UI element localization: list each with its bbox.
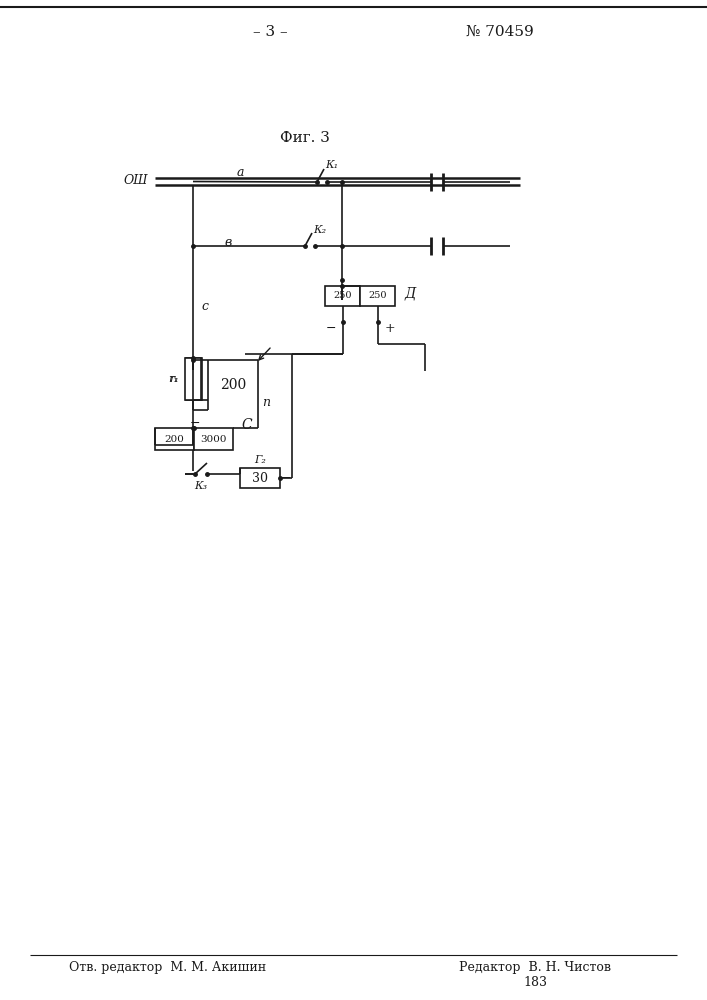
Text: С: С xyxy=(241,418,252,432)
Text: −: − xyxy=(325,322,336,334)
Text: – 3 –: – 3 – xyxy=(252,25,287,39)
Bar xyxy=(185,358,201,400)
Text: ОШ: ОШ xyxy=(124,174,148,188)
Text: Отв. редактор  М. М. Акишин: Отв. редактор М. М. Акишин xyxy=(69,962,267,974)
Text: 250: 250 xyxy=(368,292,387,300)
Bar xyxy=(155,428,194,450)
Text: r₁: r₁ xyxy=(169,374,179,384)
Text: п: п xyxy=(262,395,270,408)
Text: 183: 183 xyxy=(523,976,547,988)
Bar xyxy=(186,358,202,400)
Text: 200: 200 xyxy=(220,378,246,392)
Text: № 70459: № 70459 xyxy=(466,25,534,39)
Text: +: + xyxy=(384,322,395,334)
Text: r₁: r₁ xyxy=(168,374,178,384)
Text: 250: 250 xyxy=(333,292,352,300)
Text: в: в xyxy=(224,236,232,249)
Text: 200: 200 xyxy=(165,434,185,444)
Text: К₃: К₃ xyxy=(194,481,208,491)
Bar xyxy=(240,468,280,488)
Text: −: − xyxy=(189,416,200,430)
Text: Д: Д xyxy=(405,286,416,300)
Text: Редактор  В. Н. Чистов: Редактор В. Н. Чистов xyxy=(459,962,611,974)
Bar xyxy=(325,286,360,306)
Text: К₁: К₁ xyxy=(325,160,338,170)
Bar xyxy=(360,286,395,306)
Text: −: − xyxy=(281,472,291,485)
Text: с: с xyxy=(201,300,209,312)
Text: 3000: 3000 xyxy=(200,434,227,444)
Text: 30: 30 xyxy=(252,472,268,485)
Text: Фиг. 3: Фиг. 3 xyxy=(280,131,330,145)
Bar xyxy=(194,428,233,450)
Text: Г₂: Г₂ xyxy=(254,455,266,465)
Text: а: а xyxy=(236,166,244,180)
Text: К₂: К₂ xyxy=(313,225,326,235)
